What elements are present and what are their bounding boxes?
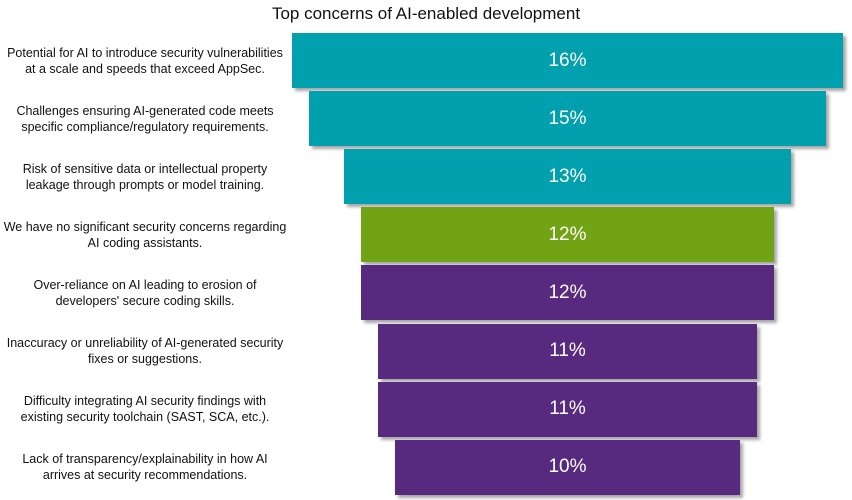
data-label: 15% [548, 107, 587, 129]
category-label: Difficulty integrating AI security findi… [20, 394, 270, 425]
category-label: Over-reliance on AI leading to erosion o… [33, 277, 257, 308]
data-label: 13% [548, 165, 587, 187]
funnel-bar: 12% [360, 207, 775, 263]
data-label: 11% [549, 340, 586, 361]
category-label: Challenges ensuring AI-generated code me… [16, 103, 274, 134]
category-label: Lack of transparency/explainability in h… [22, 452, 268, 483]
funnel-bar: 10% [395, 439, 740, 495]
chart-title: Top concerns of AI-enabled development [271, 4, 581, 23]
funnel-bar: 15% [309, 91, 826, 147]
data-label: 16% [548, 49, 587, 71]
data-label: 12% [548, 281, 587, 303]
funnel-bar: 11% [378, 381, 757, 437]
data-label: 11% [549, 398, 586, 420]
funnel-bar: 16% [292, 33, 843, 88]
category-label: Potential for AI to introduce security v… [7, 45, 283, 76]
data-label: 12% [548, 223, 587, 245]
category-label: We have no significant security concerns… [3, 219, 287, 250]
funnel-bar: 12% [360, 265, 775, 321]
funnel-bar: 11% [378, 323, 757, 379]
funnel-bar: 13% [343, 149, 792, 205]
category-label: Inaccuracy or unreliability of AI-genera… [6, 336, 284, 366]
category-label: Risk of sensitive data or intellectual p… [22, 161, 268, 192]
data-label: 10% [548, 456, 587, 478]
